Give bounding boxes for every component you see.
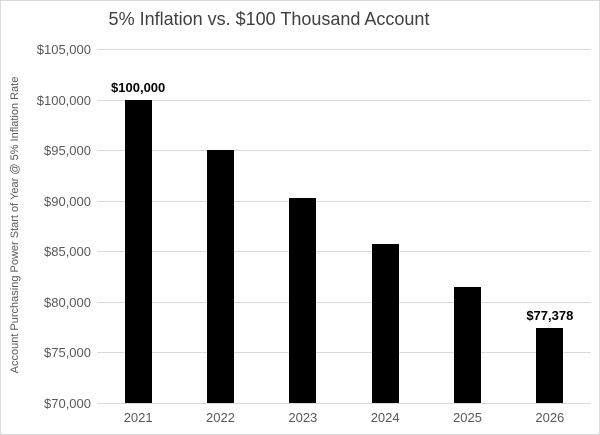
y-tick-label: $95,000	[44, 143, 91, 159]
y-tick-label: $100,000	[36, 92, 91, 108]
bar-2024	[371, 243, 399, 403]
gridline	[97, 403, 591, 404]
x-tick-label-2023: 2023	[288, 410, 318, 425]
gridline	[97, 99, 591, 101]
x-tick-label-2025: 2025	[453, 410, 482, 425]
y-tick-label: $70,000	[44, 396, 91, 411]
bar-2025	[454, 287, 481, 403]
y-tick-label: $75,000	[44, 345, 91, 361]
x-tick-label-2026: 2026	[535, 410, 565, 425]
x-tick-label-2024: 2024	[370, 410, 400, 425]
x-tick-label-2021: 2021	[123, 410, 153, 425]
gridline	[97, 49, 591, 50]
chart-title: 5% Inflation vs. $100 Thousand Account	[108, 9, 430, 29]
data-label-2021: $100,000	[111, 79, 166, 95]
gridline	[97, 251, 591, 253]
data-label-2026: $77,378	[526, 308, 574, 324]
x-tick-label-2022: 2022	[206, 410, 235, 425]
gridline	[97, 352, 591, 354]
y-tick-label: $105,000	[36, 42, 91, 57]
y-tick-label: $80,000	[44, 294, 91, 310]
bar-2022	[207, 150, 234, 403]
y-tick-label: $85,000	[44, 244, 91, 260]
bar-2026	[536, 328, 564, 403]
y-tick-label: $90,000	[44, 193, 91, 209]
gridline	[97, 200, 591, 202]
bar-2021	[124, 99, 152, 403]
gridline	[97, 150, 591, 152]
gridline	[97, 301, 591, 303]
bar-2023	[289, 198, 317, 403]
